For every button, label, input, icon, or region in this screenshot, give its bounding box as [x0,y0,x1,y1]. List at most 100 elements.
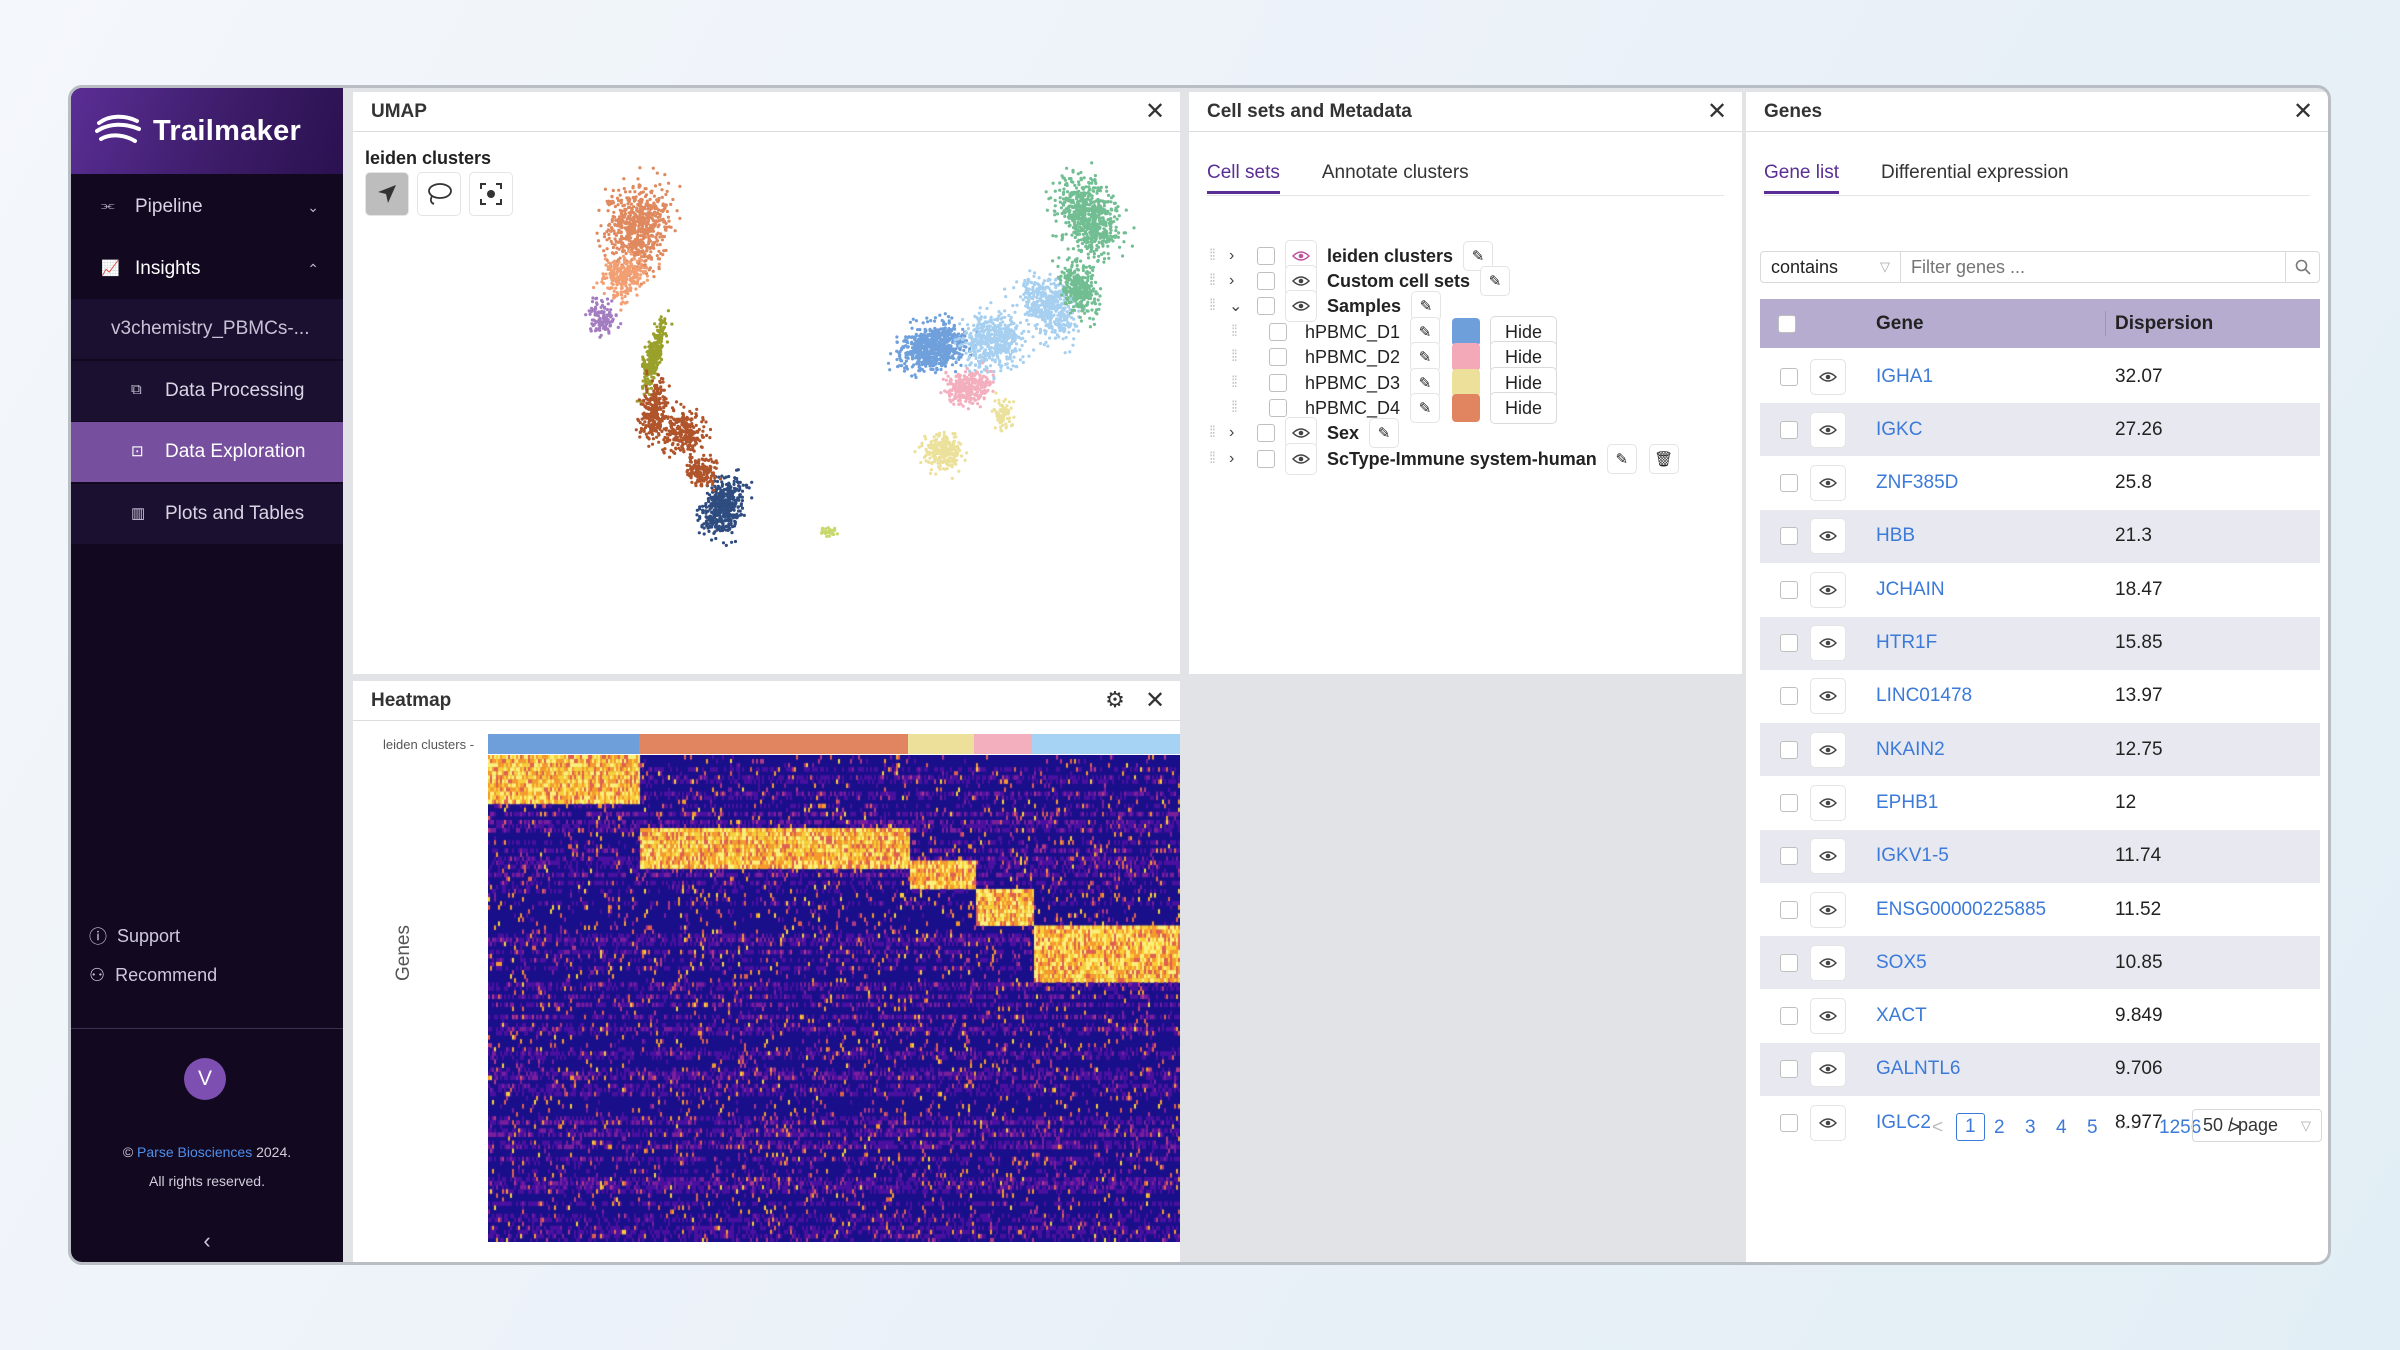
gene-name-link[interactable]: IGLC2 [1876,1111,1931,1133]
gene-name-link[interactable]: EPHB1 [1876,791,1939,813]
sample-color-swatch[interactable] [1452,394,1481,422]
gene-name-link[interactable]: LINC01478 [1876,685,1973,707]
gene-name-link[interactable]: IGKC [1876,418,1923,440]
cellset-checkbox[interactable] [1257,297,1275,315]
table-row[interactable]: IGKV1-5 11.74 [1760,829,2320,883]
eye-icon[interactable] [1810,731,1846,768]
table-row[interactable]: JCHAIN 18.47 [1760,563,2320,616]
row-checkbox[interactable] [1780,847,1798,866]
drag-handle-icon[interactable]: ⁞⁞ [1209,297,1216,314]
row-checkbox[interactable] [1780,793,1798,812]
drag-handle-icon[interactable]: ⁞⁞ [1209,450,1216,467]
table-row[interactable]: ENSG00000225885 11.52 [1760,883,2320,936]
umap-cluster-points[interactable] [1051,256,1103,329]
eye-icon[interactable] [1810,891,1846,928]
tab-differential-expression[interactable]: Differential expression [1880,162,2069,183]
row-checkbox[interactable] [1780,634,1798,652]
gene-name-link[interactable]: IGKV1-5 [1876,845,1949,867]
brand-header[interactable]: Trailmaker [71,88,343,174]
edit-pencil-icon[interactable]: ✎ [1410,393,1441,423]
table-row[interactable]: SOX5 10.85 [1760,936,2320,990]
table-row[interactable]: ZNF385D 25.8 [1760,457,2320,510]
edit-pencil-icon[interactable]: ✎ [1480,266,1511,296]
next-page-icon[interactable]: > [2229,1117,2241,1138]
nav-project[interactable]: v3chemistry_PBMCs-... [71,299,343,359]
gene-name-link[interactable]: NKAIN2 [1876,738,1945,760]
row-checkbox[interactable] [1780,367,1798,386]
cellset-row[interactable]: ⁞⁞ ⌄ Samples ✎ [1209,288,1442,324]
eye-icon[interactable] [1285,290,1317,322]
row-checkbox[interactable] [1780,420,1798,439]
chevron-right-icon[interactable]: › [1229,247,1235,264]
nav-plots-tables[interactable]: ▥ Plots and Tables [71,484,343,544]
umap-cluster-points[interactable] [635,309,674,403]
tab-annotate-clusters[interactable]: Annotate clusters [1321,162,1469,183]
table-row[interactable]: XACT 9.849 [1760,990,2320,1043]
gene-name-link[interactable]: IGHA1 [1876,365,1934,387]
umap-cluster-points[interactable] [1044,161,1136,272]
hide-button[interactable]: Hide [1490,367,1558,399]
eye-icon[interactable] [1810,411,1846,448]
umap-cluster-points[interactable] [1003,269,1087,355]
eye-icon[interactable] [1810,784,1846,821]
drag-handle-icon[interactable]: ⁞⁞ [1209,424,1216,441]
drag-handle-icon[interactable]: ⁞⁞ [1231,399,1238,416]
gene-name-link[interactable]: ENSG00000225885 [1876,898,2047,920]
chevron-right-icon[interactable]: › [1229,272,1235,289]
table-row[interactable]: EPHB1 12 [1760,776,2320,829]
cellset-checkbox[interactable] [1269,348,1287,366]
eye-icon[interactable] [1810,518,1846,555]
umap-scatter[interactable] [353,132,1180,674]
nav-pipeline[interactable]: ⫘ Pipeline ⌄ [71,177,343,237]
page-4[interactable]: 4 [2056,1117,2067,1138]
cluster-bar-segment[interactable] [1032,734,1180,754]
header-dispersion[interactable]: Dispersion [2115,312,2214,334]
chevron-right-icon[interactable]: › [1229,450,1235,467]
prev-page-icon[interactable]: < [1932,1117,1944,1138]
page-size-select[interactable]: 50 / page ▽ [2192,1109,2322,1142]
heatmap-canvas[interactable] [488,755,1180,1242]
eye-icon[interactable] [1810,998,1846,1035]
pagination-ellipsis[interactable]: ··· [2117,1117,2136,1138]
edit-pencil-icon[interactable]: ✎ [1410,342,1441,372]
umap-cluster-points[interactable] [595,166,682,286]
cellset-checkbox[interactable] [1257,272,1275,290]
close-icon[interactable]: ✕ [1706,97,1728,125]
tab-gene-list[interactable]: Gene list [1764,162,1839,194]
drag-handle-icon[interactable]: ⁞⁞ [1209,272,1216,289]
page-3[interactable]: 3 [2025,1117,2036,1138]
page-1[interactable]: 1 [1956,1113,1985,1141]
cellset-row[interactable]: ⁞⁞ hPBMC_D3 ✎ Hide [1209,365,1558,401]
header-gene[interactable]: Gene [1876,312,1924,334]
row-checkbox[interactable] [1780,953,1798,972]
edit-pencil-icon[interactable]: ✎ [1411,291,1442,321]
chevron-down-icon[interactable]: ⌄ [1229,298,1243,315]
cellset-row[interactable]: ⁞⁞ hPBMC_D4 ✎ Hide [1209,390,1558,426]
umap-cluster-points[interactable] [913,430,969,480]
table-row[interactable]: IGHA1 32.07 [1760,350,2320,403]
page-2[interactable]: 2 [1994,1117,2005,1138]
filter-genes-input[interactable] [1901,252,2285,282]
cellset-checkbox[interactable] [1269,399,1287,417]
table-row[interactable]: IGLC2 8.977 [1760,1096,2320,1149]
umap-cluster-points[interactable] [634,369,671,454]
eye-icon[interactable] [1810,1104,1846,1141]
row-checkbox[interactable] [1780,580,1798,599]
close-icon[interactable]: ✕ [1144,686,1166,714]
drag-handle-icon[interactable]: ⁞⁞ [1231,348,1238,365]
parse-biosciences-link[interactable]: Parse Biosciences [137,1144,253,1160]
row-checkbox[interactable] [1780,900,1798,919]
umap-cluster-points[interactable] [685,453,723,492]
focus-tool-button[interactable] [469,172,513,216]
gene-name-link[interactable]: XACT [1876,1005,1927,1027]
table-row[interactable]: LINC01478 13.97 [1760,670,2320,723]
cellset-checkbox[interactable] [1257,450,1275,468]
eye-icon[interactable] [1810,625,1846,661]
table-row[interactable]: HBB 21.3 [1760,509,2320,563]
row-checkbox[interactable] [1780,1113,1798,1132]
gene-name-link[interactable]: HTR1F [1876,632,1938,653]
drag-handle-icon[interactable]: ⁞⁞ [1231,323,1238,340]
eye-icon[interactable] [1810,465,1846,502]
row-checkbox[interactable] [1780,474,1798,493]
lasso-tool-button[interactable] [417,172,461,216]
